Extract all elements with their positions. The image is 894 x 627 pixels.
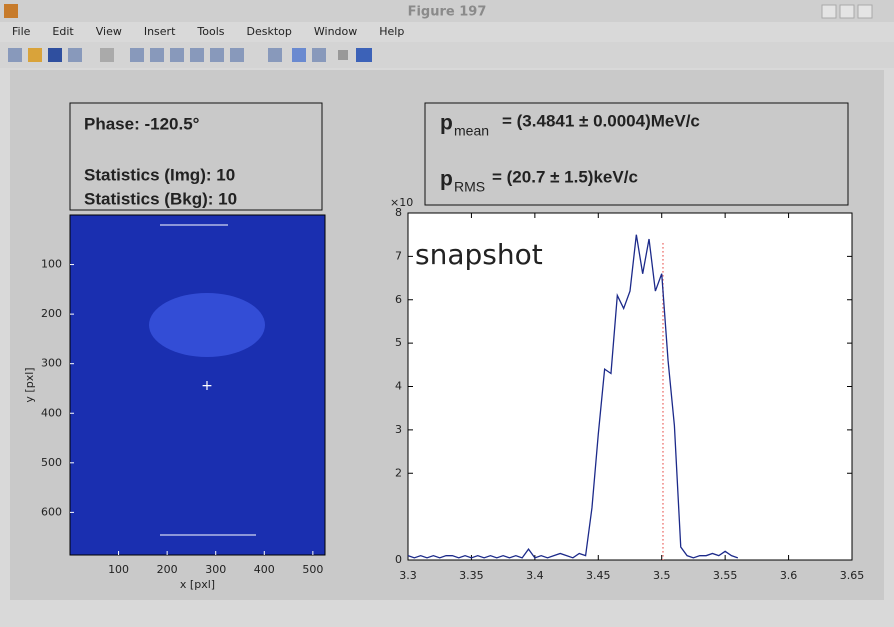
y-tick-label: 100 (41, 258, 62, 271)
x-axis-label: x [pxl] (180, 578, 215, 591)
stats-bkg: Statistics (Bkg): 10 (84, 189, 237, 208)
app-icon (4, 4, 18, 18)
menu-item[interactable]: View (96, 25, 122, 38)
y-tick-label: 3 (395, 423, 402, 436)
menu-item[interactable]: Help (379, 25, 404, 38)
x-tick-label: 100 (108, 563, 129, 576)
x-tick-label: 3.3 (399, 569, 417, 582)
tool-button[interactable] (210, 48, 224, 62)
y-tick-label: 300 (41, 357, 62, 370)
p-mean: = (3.4841 ± 0.0004)MeV/c (502, 111, 700, 130)
x-tick-label: 3.65 (840, 569, 865, 582)
y-tick-label: 200 (41, 307, 62, 320)
tool-button[interactable] (48, 48, 62, 62)
y-tick-label: 600 (41, 505, 62, 518)
menu-item[interactable]: Desktop (247, 25, 292, 38)
x-tick-label: 500 (302, 563, 323, 576)
momentum-box: p mean = (3.4841 ± 0.0004)MeV/c p RMS = … (425, 103, 848, 205)
x-tick-label: 300 (205, 563, 226, 576)
tool-button[interactable] (190, 48, 204, 62)
p-rms: = (20.7 ± 1.5)keV/c (492, 167, 638, 186)
tool-button[interactable] (28, 48, 42, 62)
x-tick-label: 3.45 (586, 569, 611, 582)
tool-button[interactable] (170, 48, 184, 62)
tool-button[interactable] (130, 48, 144, 62)
menu-bar: File Edit View Insert Tools Desktop Window Help (12, 25, 404, 38)
menu-item[interactable]: Edit (52, 25, 74, 38)
y-tick-label: 2 (395, 466, 402, 479)
x-tick-label: 400 (254, 563, 275, 576)
y-tick-label: 400 (41, 406, 62, 419)
beam-spot (149, 293, 265, 357)
y-tick-label: 500 (41, 456, 62, 469)
menu-item[interactable]: File (12, 25, 31, 38)
page: Figure 197 File Edit View Insert Tools Deskto… (0, 0, 894, 627)
phase-text: Phase: -120.5° (84, 114, 200, 133)
annotation: snapshot (415, 238, 543, 271)
tool-button[interactable] (356, 48, 372, 62)
menu-item[interactable]: Window (314, 25, 357, 38)
stats-img: Statistics (Img): 10 (84, 165, 235, 184)
p-symbol: p (440, 112, 453, 135)
p-sub: mean (454, 123, 489, 139)
window-buttons[interactable] (822, 5, 872, 18)
x-tick-label: 3.35 (459, 569, 484, 582)
y-tick-label: 6 (395, 293, 402, 306)
window-title: Figure 197 (408, 5, 487, 20)
axis-exponent: ×10 (390, 196, 413, 209)
phase-box: Phase: -120.5° Statistics (Img): 10 Stat… (70, 103, 322, 210)
y-tick-label: 0 (395, 553, 402, 566)
y-axis-label: y [pxl] (23, 367, 36, 402)
x-tick-label: 3.55 (713, 569, 738, 582)
tool-button[interactable] (150, 48, 164, 62)
y-tick-label: 4 (395, 380, 402, 393)
menu-item[interactable]: Insert (144, 25, 176, 38)
tool-button[interactable] (230, 48, 244, 62)
p-sub: RMS (454, 179, 485, 195)
x-tick-label: 3.6 (780, 569, 798, 582)
x-tick-label: 3.4 (526, 569, 544, 582)
x-tick-label: 3.5 (653, 569, 671, 582)
x-tick-label: 200 (157, 563, 178, 576)
menu-item[interactable]: Tools (196, 25, 224, 38)
y-tick-label: 5 (395, 336, 402, 349)
tool-button[interactable] (338, 50, 348, 60)
window: Figure 197 File Edit View Insert Tools Deskto… (0, 0, 894, 627)
p-symbol: p (440, 168, 453, 191)
tool-button[interactable] (100, 48, 114, 62)
image (70, 215, 325, 555)
tool-button[interactable] (68, 48, 82, 62)
tool-button[interactable] (8, 48, 22, 62)
tool-button[interactable] (312, 48, 326, 62)
y-tick-label: 7 (395, 249, 402, 262)
tool-button[interactable] (268, 48, 282, 62)
toolbar (0, 42, 894, 68)
center-marker: + (201, 378, 213, 394)
tool-button[interactable] (292, 48, 306, 62)
